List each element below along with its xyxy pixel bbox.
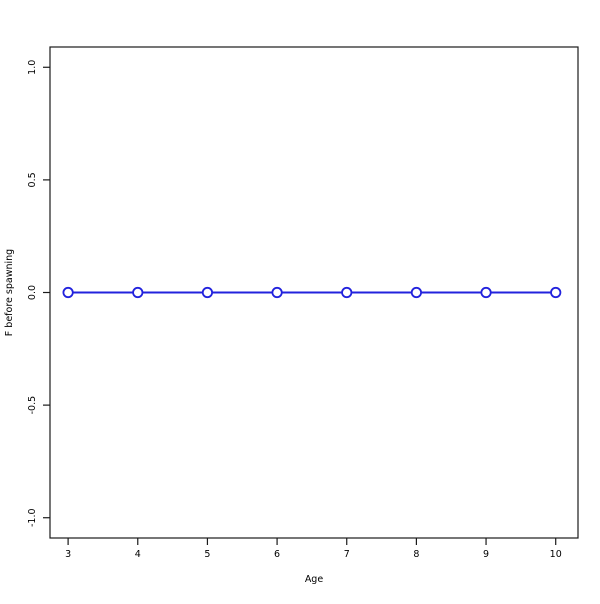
x-tick-label: 5: [204, 549, 210, 560]
x-tick-label: 6: [274, 549, 280, 560]
x-tick-label: 3: [65, 549, 71, 560]
data-point-marker: [341, 286, 353, 299]
y-tick-label: -1.0: [27, 508, 38, 527]
x-tick-label: 7: [344, 549, 350, 560]
data-point-marker: [480, 286, 492, 299]
y-tick-label: 1.0: [27, 60, 38, 75]
x-tick-label: 9: [483, 549, 489, 560]
x-tick-label: 4: [135, 549, 141, 560]
y-axis-ticks: -1.0 -0.5 0.0 0.5 1.0: [27, 60, 50, 527]
data-series: [62, 286, 562, 299]
data-point-marker: [201, 286, 214, 299]
data-point-marker: [550, 286, 562, 299]
data-point-marker: [132, 286, 144, 299]
x-tick-label: 8: [413, 549, 419, 560]
x-axis-title: Age: [305, 574, 324, 585]
data-point-marker: [62, 286, 74, 299]
data-point-marker: [271, 286, 283, 299]
data-point-marker: [410, 286, 422, 299]
x-axis-ticks: 3 4 5 6 7 8 9 10: [65, 538, 562, 560]
y-axis-title: F before spawning: [4, 249, 15, 336]
y-tick-label: 0.0: [27, 285, 38, 300]
x-tick-label: 10: [550, 549, 562, 560]
y-tick-label: -0.5: [27, 396, 38, 415]
y-tick-label: 0.5: [27, 172, 38, 187]
